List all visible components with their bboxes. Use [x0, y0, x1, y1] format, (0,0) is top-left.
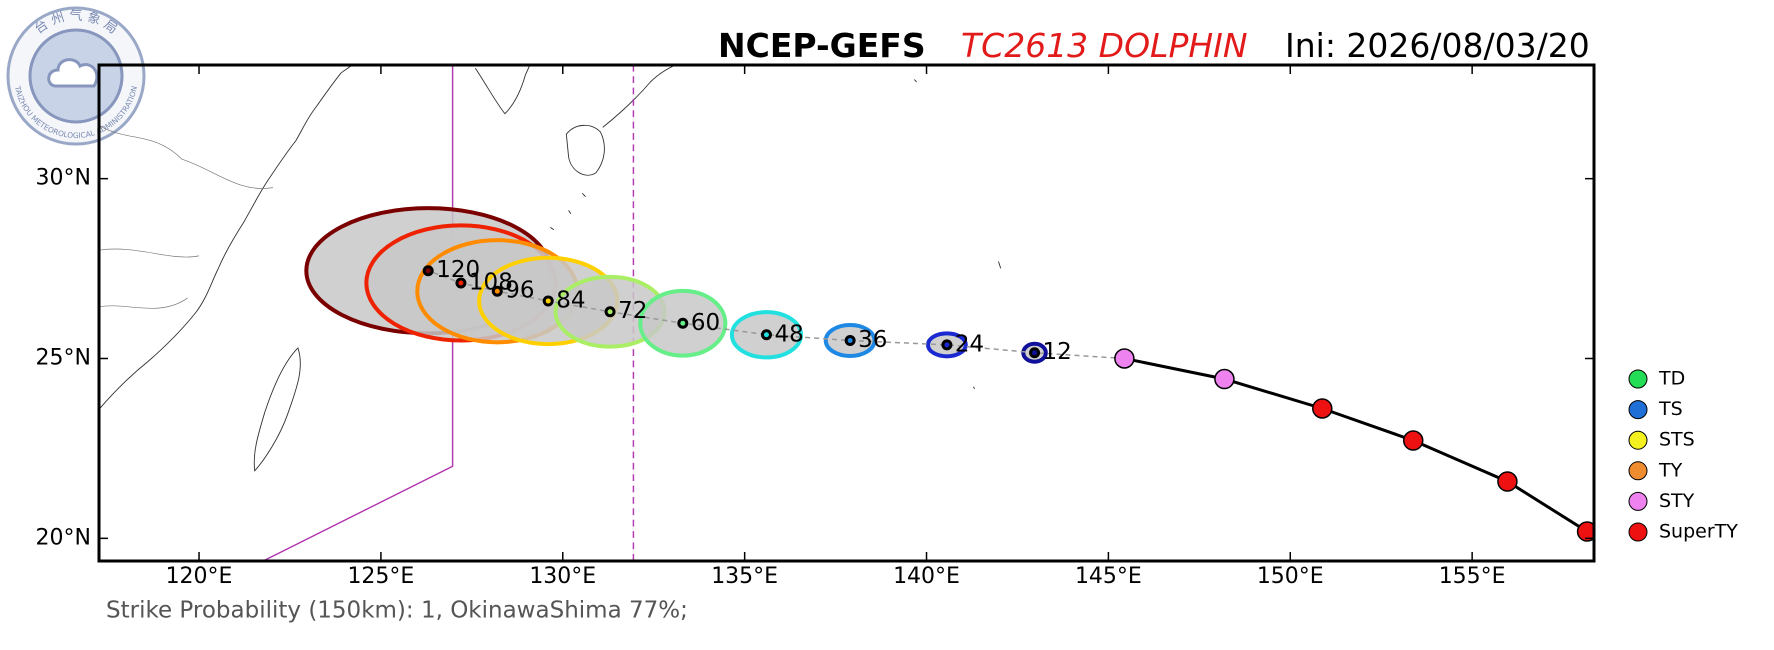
- legend-marker: [1628, 491, 1648, 511]
- forecast-track: [427, 270, 1035, 354]
- forecast-point-core: [494, 288, 500, 294]
- past-point: [1576, 521, 1594, 542]
- x-tick-label: 125°E: [347, 564, 414, 589]
- legend-marker: [1628, 400, 1648, 420]
- y-tick-label: 30°N: [36, 166, 91, 191]
- x-tick-label: 155°E: [1439, 564, 1506, 589]
- logo: 台 州 气 象 局 TAIZHOU METEOROLOGICAL ADMINIS…: [6, 6, 146, 146]
- japan: [565, 65, 676, 176]
- forecast-hour-label: 120: [436, 257, 480, 283]
- x-tick-label: 145°E: [1075, 564, 1142, 589]
- forecast-hour-label: 12: [1043, 339, 1072, 365]
- legend-label: SuperTY: [1659, 521, 1738, 543]
- logo-cloud: [47, 58, 99, 88]
- legend-label: TS: [1658, 398, 1683, 420]
- x-tick-label: 120°E: [166, 564, 233, 589]
- title-storm: TC2613 DOLPHIN: [961, 26, 1248, 65]
- forecast-hour-label: 84: [556, 287, 585, 313]
- forecast-hour-label: 24: [955, 331, 984, 357]
- forecast-point-core: [1032, 350, 1038, 356]
- forecast-hour-label: 96: [505, 278, 534, 304]
- past-point: [1497, 471, 1518, 492]
- footer: Strike Probability (150km): 1, OkinawaSh…: [106, 598, 688, 624]
- x-tick-label: 130°E: [529, 564, 596, 589]
- forecast-point-core: [607, 309, 613, 315]
- y-tick-label: 25°N: [36, 345, 91, 370]
- legend-label: TD: [1658, 368, 1685, 390]
- warning-line: [263, 65, 454, 561]
- forecast-hour-label: 108: [469, 269, 513, 295]
- x-tick-label: 135°E: [711, 564, 778, 589]
- legend-marker: [1628, 461, 1648, 481]
- province-border: [99, 124, 273, 309]
- y-tick-label: 20°N: [36, 525, 91, 550]
- legend-marker: [1628, 369, 1648, 389]
- x-tick-label: 140°E: [893, 564, 960, 589]
- past-point: [1114, 348, 1135, 369]
- forecast-point-core: [680, 320, 686, 326]
- forecast-point-core: [763, 332, 769, 338]
- past-point: [1214, 368, 1235, 390]
- legend-label: STS: [1659, 429, 1695, 451]
- plot-frame: [97, 63, 1596, 563]
- x-tick-label: 150°E: [1257, 564, 1324, 589]
- track-connector: [1034, 351, 1125, 360]
- forecast-point-core: [425, 268, 431, 274]
- forecast-point-core: [458, 280, 464, 286]
- forecast-point-core: [545, 298, 551, 304]
- legend-label: TY: [1658, 459, 1683, 481]
- forecast-hour-label: 48: [774, 321, 803, 347]
- forecast-hour-label: 36: [858, 327, 887, 353]
- past-point: [1402, 430, 1424, 451]
- forecast-hour-label: 60: [691, 310, 720, 336]
- taiwan: [253, 347, 301, 472]
- forecast-point-core: [944, 342, 950, 348]
- legend-marker: [1628, 522, 1648, 542]
- past-point: [1312, 398, 1333, 419]
- forecast-point-core: [847, 338, 853, 344]
- legend-label: STY: [1659, 490, 1695, 512]
- coastline: [99, 65, 353, 410]
- title-model: NCEP-GEFS: [718, 26, 926, 65]
- past-track: [1124, 357, 1588, 533]
- korea: [474, 65, 531, 115]
- legend-marker: [1628, 430, 1648, 450]
- forecast-hour-label: 72: [618, 298, 647, 324]
- title-init: Ini: 2026/08/03/20: [1285, 26, 1590, 65]
